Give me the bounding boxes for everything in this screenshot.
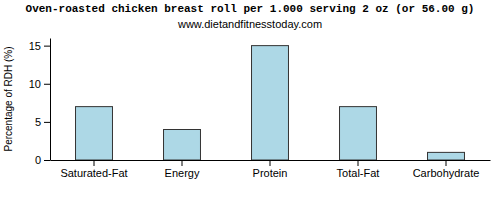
y-tick-label: 15 [29,40,41,52]
y-tick: 0 [35,154,50,166]
x-tick: Energy [165,160,200,179]
y-axis-line [50,39,51,161]
x-tick-mark [270,160,271,166]
plot: 0 5 10 15 Saturated-Fat Energy Protein Total-Fa… [29,39,491,179]
subtitle: www.dietandfitnesstoday.com [177,18,322,30]
x-tick-label: Saturated-Fat [60,167,127,179]
x-tick-label: Protein [253,167,288,179]
y-tick-mark [44,122,50,123]
x-tick-mark [446,160,447,166]
x-tick: Saturated-Fat [60,160,127,179]
bar [340,107,377,160]
bar [428,152,465,160]
y-tick: 15 [29,40,50,52]
x-tick-label: Total-Fat [337,167,380,179]
x-tick: Protein [253,160,288,179]
x-tick-mark [94,160,95,166]
x-tick: Total-Fat [337,160,380,179]
bar [164,130,201,161]
y-tick-mark [44,84,50,85]
y-tick-mark [44,160,50,161]
y-tick-label: 10 [29,78,41,90]
y-tick-mark [44,46,50,47]
bar [252,46,289,160]
title: Oven-roasted chicken breast roll per 1.0… [26,3,475,15]
y-tick: 10 [29,78,50,90]
x-tick: Carbohydrate [413,160,480,179]
chart: Oven-roasted chicken breast roll per 1.0… [0,0,500,200]
bars [76,46,465,160]
x-axis: Saturated-Fat Energy Protein Total-Fat Carbo… [51,160,491,179]
x-tick-label: Energy [165,167,200,179]
x-tick-label: Carbohydrate [413,167,480,179]
y-axis: 0 5 10 15 [29,39,51,167]
y-tick-label: 0 [35,154,41,166]
y-tick-label: 5 [35,116,41,128]
y-tick: 5 [35,116,50,128]
x-tick-mark [358,160,359,166]
bar [76,107,113,160]
x-tick-mark [182,160,183,166]
y-axis-title: Percentage of RDH (%) [3,46,14,151]
